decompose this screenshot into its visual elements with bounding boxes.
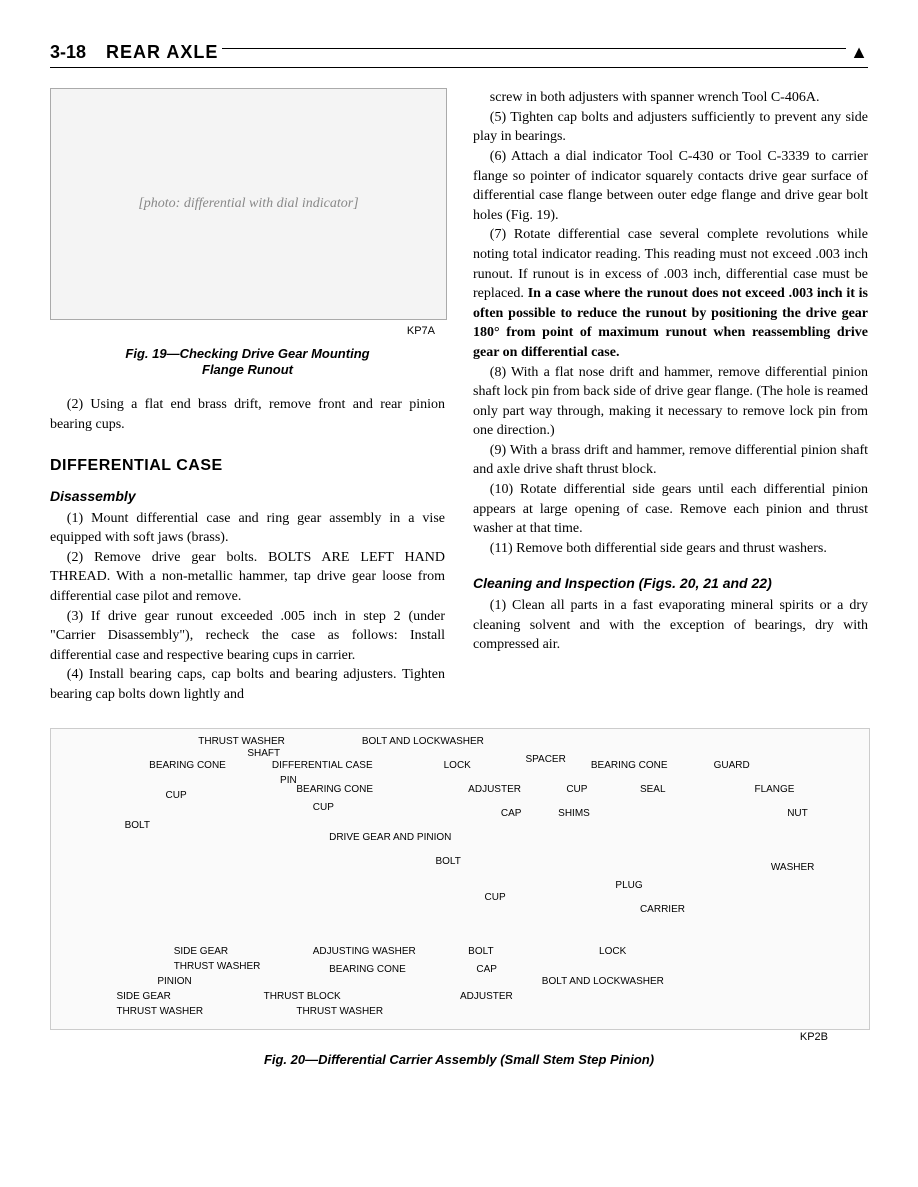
fig20-label: BOLT AND LOCKWASHER <box>362 735 484 749</box>
fig20-caption: Fig. 20—Differential Carrier Assembly (S… <box>50 1052 868 1069</box>
left-p2: (1) Mount differential case and ring gea… <box>50 509 445 548</box>
right-column: screw in both adjusters with spanner wre… <box>473 88 868 704</box>
heading-cleaning-inspection: Cleaning and Inspection (Figs. 20, 21 an… <box>473 574 868 594</box>
fig20-label: LOCK <box>599 945 626 959</box>
right-p8: (11) Remove both differential side gears… <box>473 539 868 559</box>
fig20-label: SIDE GEAR <box>174 945 228 959</box>
heading-differential-case: DIFFERENTIAL CASE <box>50 455 445 477</box>
fig19-caption: Fig. 19—Checking Drive Gear Mounting Fla… <box>50 346 445 380</box>
left-p1: (2) Using a flat end brass drift, remove… <box>50 395 445 434</box>
fig20-code: KP2B <box>50 1030 868 1045</box>
fig20-label: CAP <box>501 807 522 821</box>
right-p9: (1) Clean all parts in a fast evaporatin… <box>473 596 868 655</box>
header-marker: ▲ <box>850 40 868 65</box>
fig20-label: BEARING CONE <box>329 963 406 977</box>
fig20-label: BEARING CONE <box>591 759 668 773</box>
right-p1: screw in both adjusters with spanner wre… <box>473 88 868 108</box>
fig20-label: SIDE GEAR <box>116 990 170 1004</box>
fig20-label: BEARING CONE <box>296 783 373 797</box>
fig20-label: DRIVE GEAR AND PINION <box>329 831 451 845</box>
fig20-label: BEARING CONE <box>149 759 226 773</box>
fig20-label: SPACER <box>525 753 565 767</box>
left-p5: (4) Install bearing caps, cap bolts and … <box>50 665 445 704</box>
fig20-label: PIN <box>280 774 297 788</box>
fig20-label: WASHER <box>771 861 815 875</box>
fig20-label: NUT <box>787 807 808 821</box>
fig20-label: ADJUSTER <box>460 990 513 1004</box>
right-p7: (10) Rotate differential side gears unti… <box>473 480 868 539</box>
fig20-label: BOLT <box>468 945 493 959</box>
fig20-label: THRUST WASHER <box>116 1005 203 1019</box>
left-p4: (3) If drive gear runout exceeded .005 i… <box>50 607 445 666</box>
right-p4b: In a case where the runout does not exce… <box>473 286 868 360</box>
fig20-label: PINION <box>157 975 191 989</box>
fig20-label: DIFFERENTIAL CASE <box>272 759 373 773</box>
fig20-label: SEAL <box>640 783 666 797</box>
fig20-label: THRUST WASHER <box>174 960 261 974</box>
fig20-label: THRUST BLOCK <box>264 990 341 1004</box>
right-p5: (8) With a flat nose drift and hammer, r… <box>473 363 868 441</box>
fig20-label: SHIMS <box>558 807 590 821</box>
left-p3: (2) Remove drive gear bolts. BOLTS ARE L… <box>50 548 445 607</box>
fig19-code: KP7A <box>50 324 445 339</box>
fig20-label: GUARD <box>714 759 750 773</box>
left-column: [photo: differential with dial indicator… <box>50 88 445 704</box>
fig20-label: BOLT <box>435 855 460 869</box>
fig19-caption-line1: Fig. 19—Checking Drive Gear Mounting <box>125 346 369 361</box>
right-p4: (7) Rotate differential case several com… <box>473 225 868 362</box>
fig19-caption-line2: Flange Runout <box>202 362 293 377</box>
page-header: 3-18 REAR AXLE ▲ <box>50 40 868 68</box>
fig20-label: CUP <box>566 783 587 797</box>
fig20-label: BOLT <box>125 819 150 833</box>
fig19-placeholder-text: [photo: differential with dial indicator… <box>138 194 358 214</box>
fig20-label: CUP <box>485 891 506 905</box>
fig20-label: CUP <box>313 801 334 815</box>
fig20-label: PLUG <box>615 879 642 893</box>
header-rule <box>222 48 846 49</box>
page-number: 3-18 <box>50 40 86 65</box>
fig20-label: FLANGE <box>754 783 794 797</box>
fig20-label: CARRIER <box>640 903 685 917</box>
fig20-label: ADJUSTER <box>468 783 521 797</box>
fig20-diagram: THRUST WASHERSHAFTBOLT AND LOCKWASHERBEA… <box>50 728 870 1030</box>
fig20-label: THRUST WASHER <box>296 1005 383 1019</box>
right-p6: (9) With a brass drift and hammer, remov… <box>473 441 868 480</box>
body-columns: [photo: differential with dial indicator… <box>50 88 868 704</box>
right-p2: (5) Tighten cap bolts and adjusters suff… <box>473 108 868 147</box>
right-p3: (6) Attach a dial indicator Tool C-430 o… <box>473 147 868 225</box>
fig20: THRUST WASHERSHAFTBOLT AND LOCKWASHERBEA… <box>50 728 868 1068</box>
fig20-label: LOCK <box>444 759 471 773</box>
subheading-disassembly: Disassembly <box>50 487 445 507</box>
page-title: REAR AXLE <box>106 40 218 65</box>
fig20-label: CUP <box>166 789 187 803</box>
fig20-label: CAP <box>476 963 497 977</box>
fig19-image: [photo: differential with dial indicator… <box>50 88 447 320</box>
fig20-label: ADJUSTING WASHER <box>313 945 416 959</box>
fig20-label: BOLT AND LOCKWASHER <box>542 975 664 989</box>
